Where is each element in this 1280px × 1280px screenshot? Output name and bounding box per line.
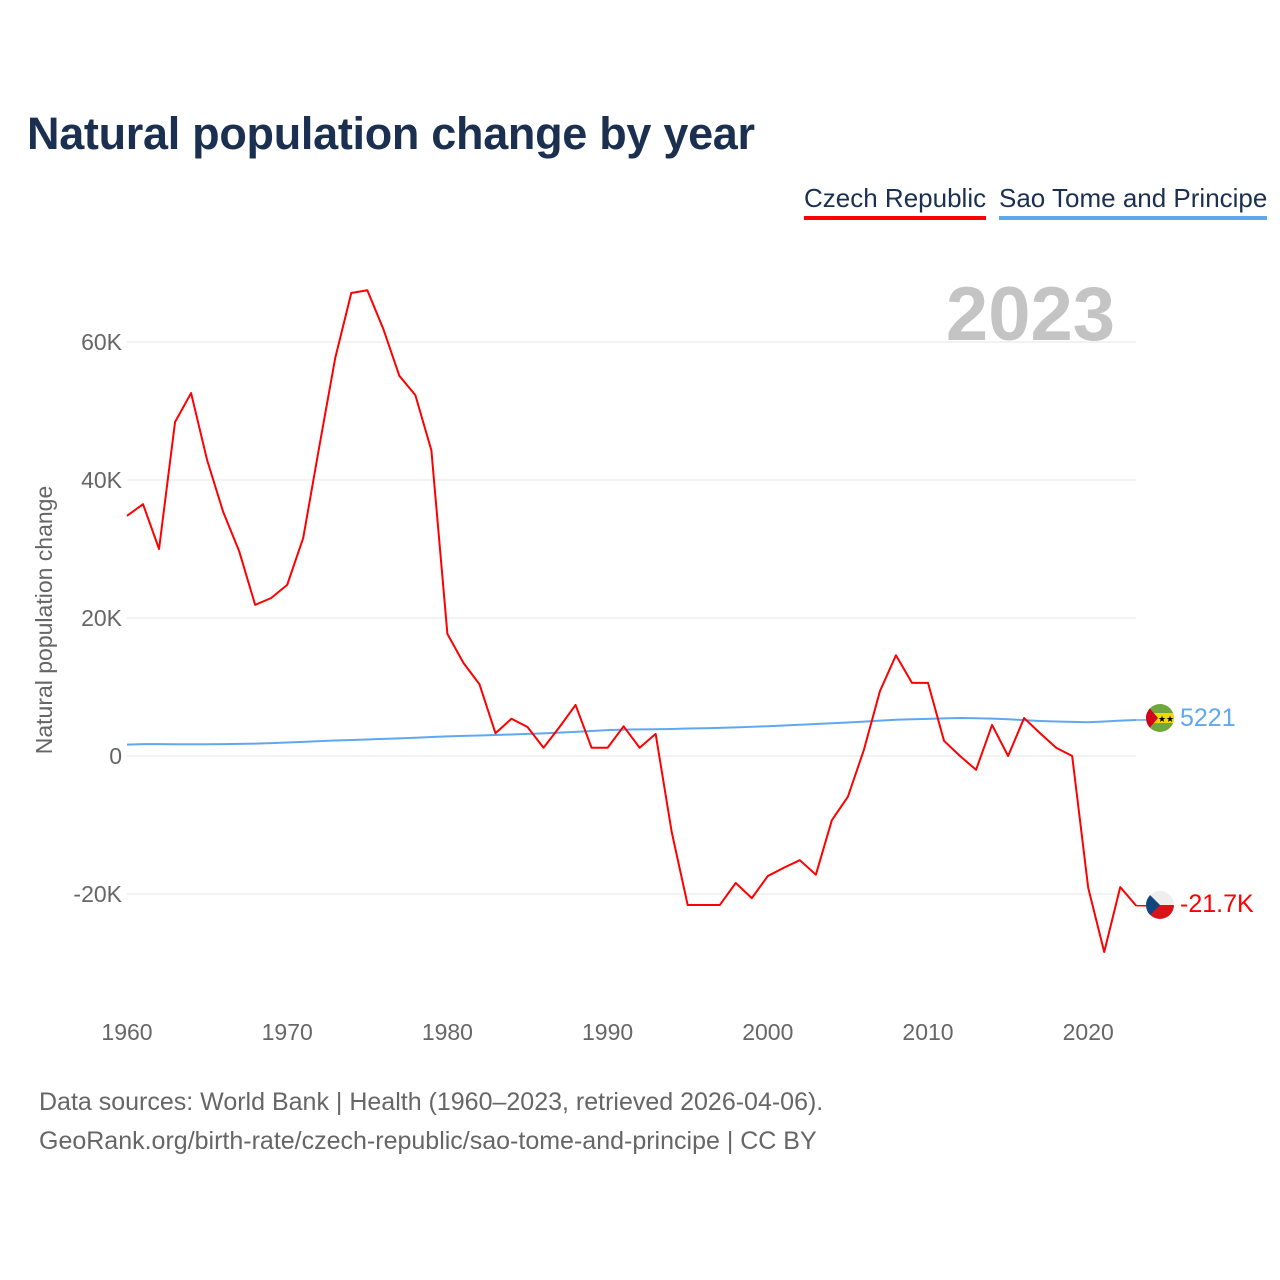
legend-czech-republic[interactable]: Czech Republic (804, 183, 987, 220)
svg-text:★★: ★★ (1158, 714, 1174, 724)
series-line-sao-tome-and-principe (126, 717, 1137, 746)
x-tick-label: 1960 (101, 1019, 152, 1045)
y-tick-label: 0 (109, 743, 122, 769)
source-line-1: Data sources: World Bank | Health (1960–… (39, 1088, 824, 1116)
czech-flag-icon (1146, 891, 1174, 919)
sao-tome-end-label: 5221 (1180, 704, 1236, 732)
x-tick-label: 2010 (902, 1019, 953, 1045)
czech-end-label: -21.7K (1180, 890, 1254, 918)
x-tick-label: 1990 (582, 1019, 633, 1045)
year-badge: 2023 (946, 272, 1115, 357)
y-tick-label: 60K (81, 329, 123, 355)
sao-tome-flag-icon: ★★ (1146, 704, 1174, 732)
y-tick-label: 40K (81, 467, 123, 493)
y-axis-label: Natural population change (31, 486, 57, 755)
legend-sao-tome-and-principe[interactable]: Sao Tome and Principe (999, 183, 1268, 220)
source-line-2: GeoRank.org/birth-rate/czech-republic/sa… (39, 1127, 817, 1155)
chart-title: Natural population change by year (27, 108, 755, 159)
x-tick-label: 2000 (742, 1019, 793, 1045)
y-tick-label: -20K (73, 881, 122, 907)
x-tick-label: 1980 (422, 1019, 473, 1045)
series-line-czech-republic (126, 289, 1138, 953)
y-tick-label: 20K (81, 605, 123, 631)
x-tick-label: 2020 (1063, 1019, 1114, 1045)
x-tick-label: 1970 (262, 1019, 313, 1045)
